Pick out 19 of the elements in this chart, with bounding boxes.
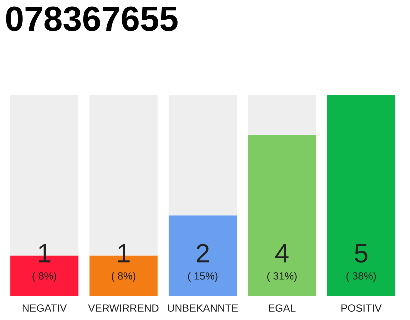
data-label: 2 — [196, 244, 210, 263]
bar — [248, 95, 316, 136]
bar — [327, 95, 396, 296]
data-label: 5 — [355, 244, 368, 263]
annotation: ( 8%) — [112, 272, 136, 282]
x-tick-label: POSITIV — [342, 304, 382, 312]
bar — [248, 135, 316, 296]
bar — [168, 216, 238, 296]
data-label: 4 — [275, 244, 289, 263]
x-tick-label: UNBEKANNTE — [168, 304, 238, 312]
annotation: ( 38%) — [346, 272, 376, 282]
bar — [168, 95, 238, 216]
x-tick-label: NEGATIV — [22, 304, 68, 312]
chart-title: 078367655 — [6, 6, 178, 32]
annotation: ( 8%) — [32, 272, 56, 282]
annotation: ( 31%) — [268, 272, 297, 282]
x-tick-label: EGAL — [269, 304, 296, 312]
x-tick-label: VERWIRREND — [88, 304, 159, 312]
annotation: ( 15%) — [188, 272, 218, 282]
